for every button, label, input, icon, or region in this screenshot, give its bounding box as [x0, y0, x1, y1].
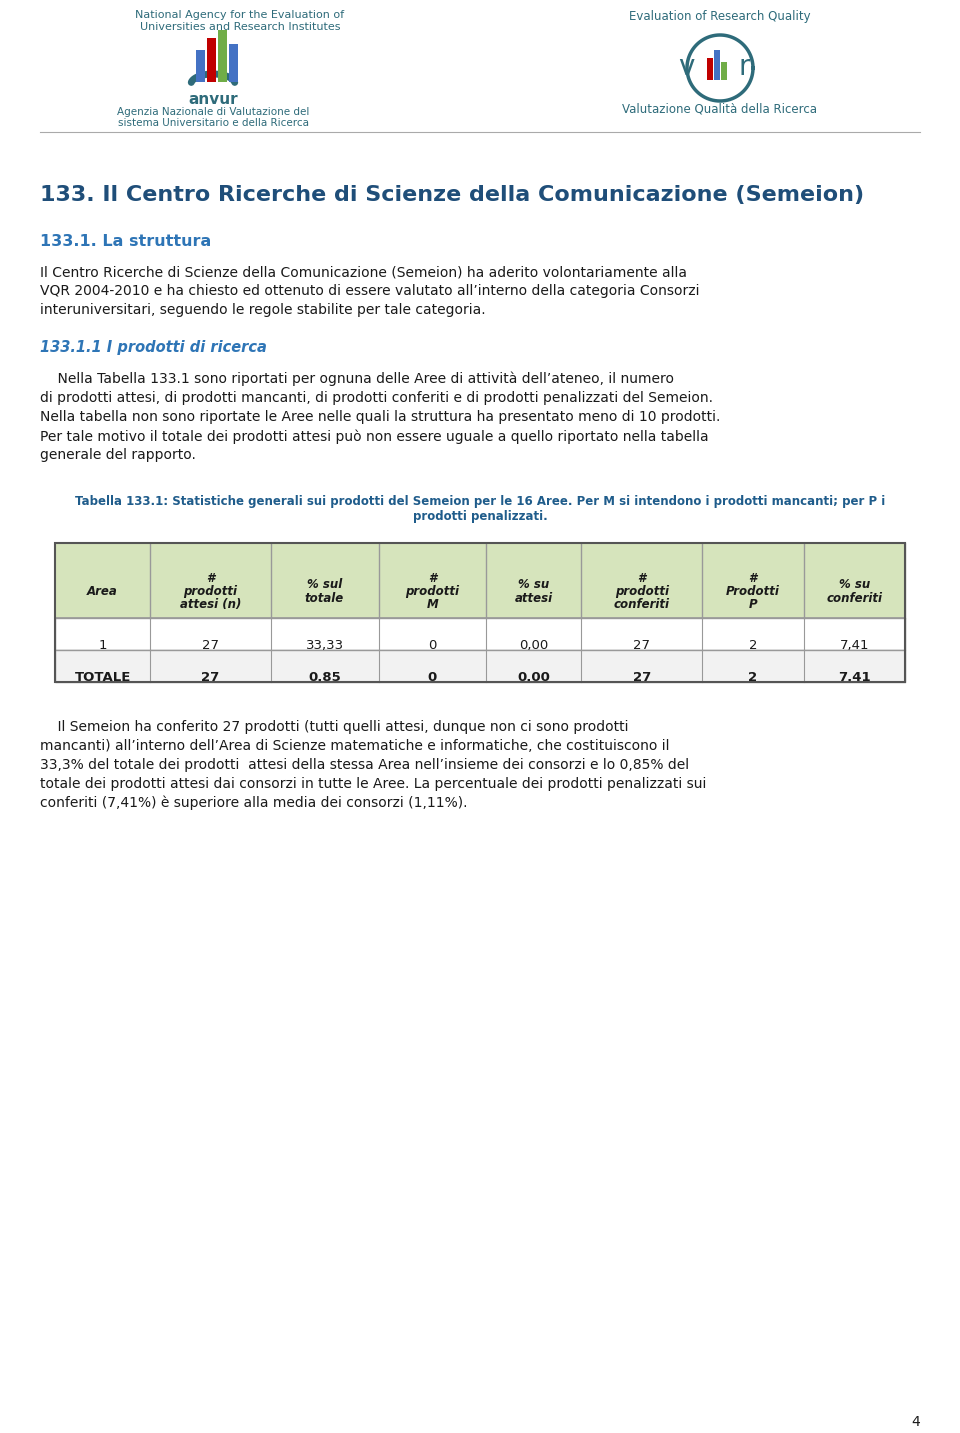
- Text: Prodotti: Prodotti: [726, 585, 780, 598]
- Text: Agenzia Nazionale di Valutazione del: Agenzia Nazionale di Valutazione del: [117, 107, 309, 118]
- Text: di prodotti attesi, di prodotti mancanti, di prodotti conferiti e di prodotti pe: di prodotti attesi, di prodotti mancanti…: [40, 391, 713, 406]
- Text: r: r: [738, 53, 750, 82]
- Text: 133. Il Centro Ricerche di Scienze della Comunicazione (Semeion): 133. Il Centro Ricerche di Scienze della…: [40, 185, 864, 205]
- Text: % sul: % sul: [307, 579, 342, 592]
- Text: conferiti (7,41%) è superiore alla media dei consorzi (1,11%).: conferiti (7,41%) è superiore alla media…: [40, 795, 468, 811]
- Text: Area: Area: [87, 585, 118, 598]
- Text: conferiti: conferiti: [827, 592, 882, 605]
- Text: 27: 27: [202, 639, 219, 652]
- Bar: [55, 618, 905, 651]
- Text: Nella Tabella 133.1 sono riportati per ognuna delle Aree di attività dell’ateneo: Nella Tabella 133.1 sono riportati per o…: [40, 373, 674, 387]
- Text: Nella tabella non sono riportate le Aree nelle quali la struttura ha presentato : Nella tabella non sono riportate le Aree…: [40, 410, 720, 424]
- Text: Valutazione Qualità della Ricerca: Valutazione Qualità della Ricerca: [622, 103, 818, 116]
- Bar: [196, 50, 205, 82]
- Text: VQR 2004-2010 e ha chiesto ed ottenuto di essere valutato all’interno della cate: VQR 2004-2010 e ha chiesto ed ottenuto d…: [40, 284, 700, 298]
- Text: prodotti penalizzati.: prodotti penalizzati.: [413, 510, 547, 523]
- Text: totale: totale: [305, 592, 345, 605]
- Text: conferiti: conferiti: [613, 598, 670, 610]
- Text: #: #: [637, 572, 646, 585]
- Text: Per tale motivo il totale dei prodotti attesi può non essere uguale a quello rip: Per tale motivo il totale dei prodotti a…: [40, 428, 708, 443]
- Text: 2: 2: [748, 671, 757, 684]
- Text: 33,33: 33,33: [305, 639, 344, 652]
- Text: sistema Universitario e della Ricerca: sistema Universitario e della Ricerca: [117, 118, 308, 128]
- Text: 133.1. La struttura: 133.1. La struttura: [40, 234, 211, 249]
- Bar: [55, 543, 905, 682]
- Text: P: P: [749, 598, 757, 610]
- Text: % su: % su: [518, 579, 549, 592]
- Bar: [55, 543, 905, 618]
- Text: National Agency for the Evaluation of: National Agency for the Evaluation of: [135, 10, 345, 20]
- Text: 2: 2: [749, 639, 757, 652]
- Text: 27: 27: [634, 639, 650, 652]
- Text: Il Semeion ha conferito 27 prodotti (tutti quelli attesi, dunque non ci sono pro: Il Semeion ha conferito 27 prodotti (tut…: [40, 719, 629, 734]
- Text: Universities and Research Institutes: Universities and Research Institutes: [140, 21, 340, 32]
- Bar: [714, 50, 720, 80]
- Bar: [229, 44, 238, 82]
- Text: Tabella 133.1: Statistiche generali sui prodotti del Semeion per le 16 Aree. Per: Tabella 133.1: Statistiche generali sui …: [75, 494, 885, 509]
- Text: TOTALE: TOTALE: [74, 671, 131, 684]
- Text: 0: 0: [428, 671, 437, 684]
- Text: anvur: anvur: [188, 92, 238, 107]
- Text: prodotti: prodotti: [183, 585, 237, 598]
- Bar: [218, 30, 227, 82]
- Text: 133.1.1 I prodotti di ricerca: 133.1.1 I prodotti di ricerca: [40, 340, 267, 355]
- Text: M: M: [426, 598, 439, 610]
- Text: v: v: [678, 53, 694, 82]
- Text: 7,41: 7,41: [838, 671, 871, 684]
- Text: 7,41: 7,41: [839, 639, 869, 652]
- Text: #: #: [206, 572, 214, 585]
- Text: 1: 1: [98, 639, 107, 652]
- Text: Il Centro Ricerche di Scienze della Comunicazione (Semeion) ha aderito volontari: Il Centro Ricerche di Scienze della Comu…: [40, 265, 687, 279]
- Text: Evaluation of Research Quality: Evaluation of Research Quality: [629, 10, 811, 23]
- Text: generale del rapporto.: generale del rapporto.: [40, 449, 196, 461]
- Text: 4: 4: [911, 1414, 920, 1429]
- Text: prodotti: prodotti: [614, 585, 669, 598]
- Text: #: #: [428, 572, 437, 585]
- Text: attesi (n): attesi (n): [180, 598, 241, 610]
- Text: 0,85: 0,85: [308, 671, 341, 684]
- Text: 0,00: 0,00: [519, 639, 548, 652]
- Text: #: #: [749, 572, 756, 585]
- Bar: [207, 39, 216, 82]
- Text: 27: 27: [202, 671, 220, 684]
- Bar: [707, 57, 713, 80]
- Text: % su: % su: [839, 579, 870, 592]
- Text: prodotti: prodotti: [405, 585, 460, 598]
- Text: mancanti) all’interno dell’Area di Scienze matematiche e informatiche, che costi: mancanti) all’interno dell’Area di Scien…: [40, 739, 669, 752]
- Text: totale dei prodotti attesi dai consorzi in tutte le Aree. La percentuale dei pro: totale dei prodotti attesi dai consorzi …: [40, 777, 707, 791]
- Bar: [721, 62, 727, 80]
- Text: attesi: attesi: [515, 592, 553, 605]
- Text: 27: 27: [633, 671, 651, 684]
- Text: interuniversitari, seguendo le regole stabilite per tale categoria.: interuniversitari, seguendo le regole st…: [40, 302, 486, 317]
- Text: 0: 0: [428, 639, 437, 652]
- Text: 0,00: 0,00: [517, 671, 550, 684]
- Bar: [55, 651, 905, 682]
- Text: 33,3% del totale dei prodotti  attesi della stessa Area nell’insieme dei consorz: 33,3% del totale dei prodotti attesi del…: [40, 758, 689, 772]
